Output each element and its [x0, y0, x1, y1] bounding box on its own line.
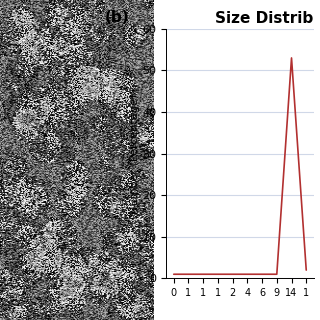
Text: Size Distrib: Size Distrib — [215, 11, 314, 26]
Y-axis label: Number (Percentage): Number (Percentage) — [130, 93, 140, 214]
Text: (b): (b) — [104, 10, 129, 25]
